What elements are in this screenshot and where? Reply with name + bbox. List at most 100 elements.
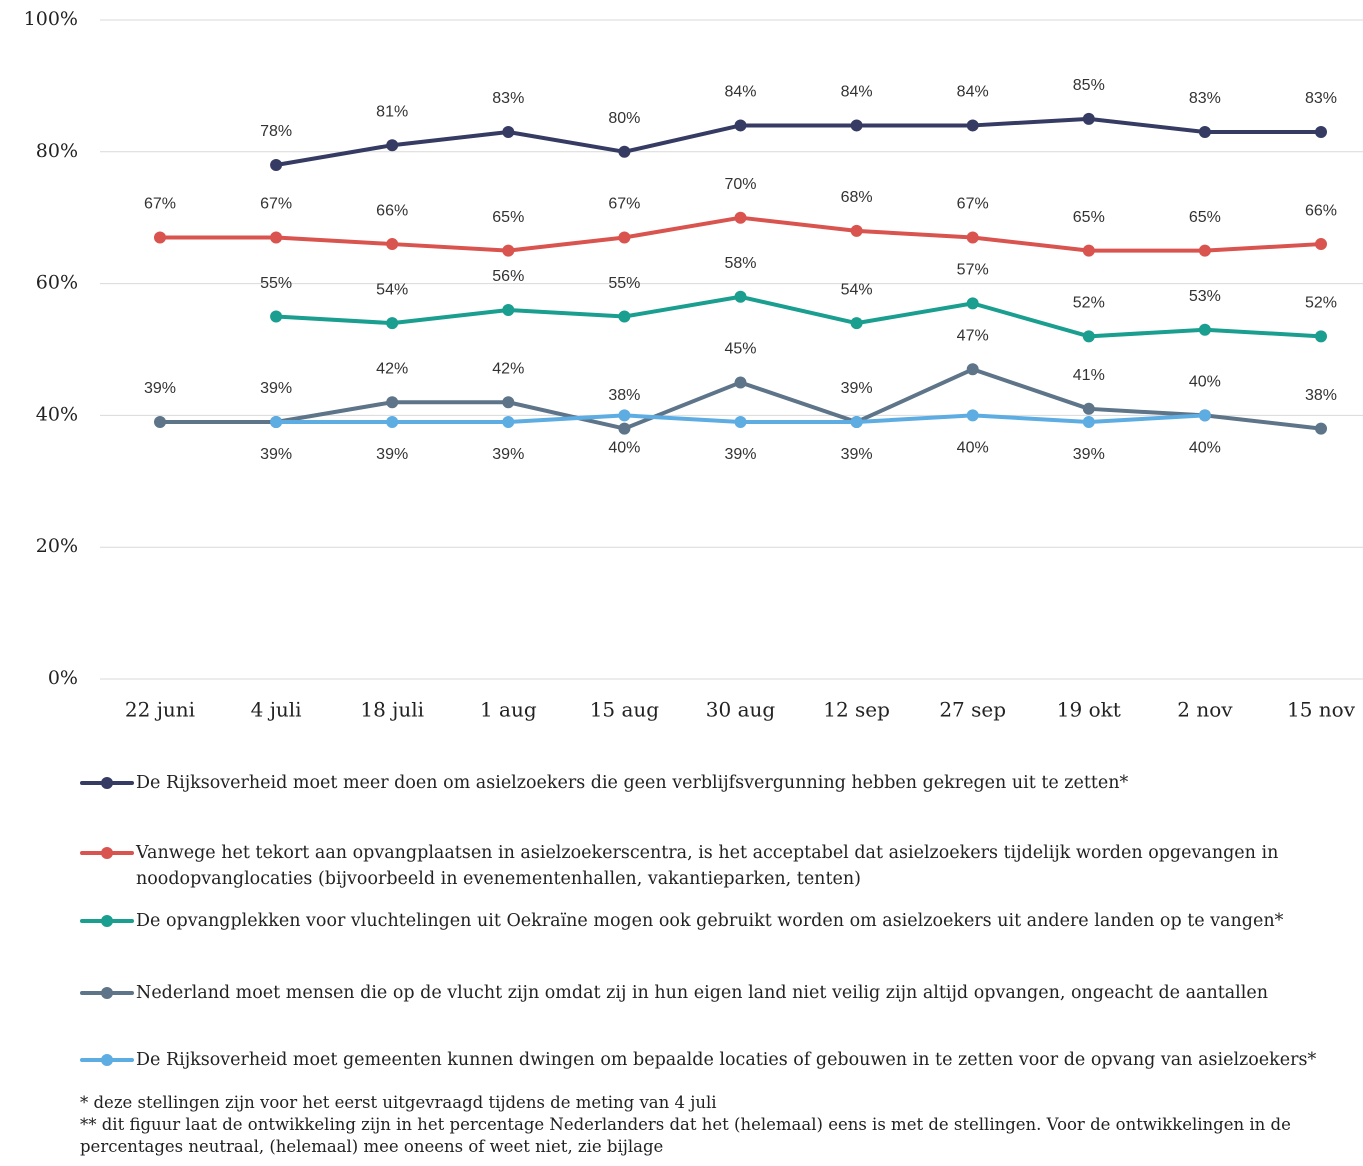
- data-label: 84%: [841, 84, 873, 101]
- data-label: 39%: [260, 380, 292, 397]
- data-label: 56%: [492, 268, 524, 285]
- data-label: 39%: [260, 446, 292, 463]
- data-point: [1315, 330, 1327, 343]
- data-point: [386, 415, 399, 428]
- data-point: [1082, 330, 1095, 343]
- data-point: [386, 139, 399, 152]
- legend-item: De Rijksoverheid moet gemeenten kunnen d…: [78, 1047, 1348, 1073]
- data-point: [1198, 323, 1211, 336]
- data-point: [270, 415, 283, 428]
- data-point: [270, 310, 283, 323]
- x-tick-label: 15 aug: [590, 698, 660, 722]
- data-label: 39%: [724, 446, 756, 463]
- legend-label: De opvangplekken voor vluchtelingen uit …: [136, 911, 1284, 931]
- legend-swatch: [78, 980, 136, 1006]
- x-tick-label: 1 aug: [480, 698, 537, 722]
- data-label: 45%: [724, 341, 756, 358]
- legend-item: De opvangplekken voor vluchtelingen uit …: [78, 908, 1348, 934]
- data-point: [386, 396, 399, 409]
- y-tick-label: 60%: [36, 272, 78, 294]
- data-point: [618, 231, 631, 244]
- footnote: * deze stellingen zijn voor het eerst ui…: [80, 1093, 717, 1112]
- data-label: 39%: [376, 446, 408, 463]
- data-point: [850, 415, 863, 428]
- data-point: [1198, 409, 1211, 422]
- data-label: 42%: [492, 360, 524, 377]
- y-tick-label: 20%: [36, 535, 78, 557]
- data-point: [1082, 112, 1095, 125]
- data-point: [1315, 238, 1327, 251]
- data-label: 39%: [492, 446, 524, 463]
- legend-label: De Rijksoverheid moet gemeenten kunnen d…: [136, 1050, 1317, 1070]
- data-point: [1082, 415, 1095, 428]
- data-point: [618, 422, 631, 435]
- data-label: 84%: [724, 84, 756, 101]
- data-point: [502, 303, 515, 316]
- data-point: [154, 231, 166, 244]
- data-label: 40%: [608, 440, 640, 457]
- legend-swatch: [78, 770, 136, 796]
- x-tick-label: 2 nov: [1177, 698, 1233, 722]
- data-label: 38%: [1305, 387, 1337, 404]
- data-label: 40%: [1189, 440, 1221, 457]
- legend-label: Nederland moet mensen die op de vlucht z…: [136, 983, 1268, 1003]
- data-point: [850, 317, 863, 330]
- data-label: 78%: [260, 123, 292, 140]
- data-label: 70%: [724, 176, 756, 193]
- data-label: 83%: [1189, 90, 1221, 107]
- y-tick-label: 100%: [24, 8, 78, 30]
- chart: 0% 20% 40% 60% 80% 100% 22 juni 4 juli 18 juli 1 …: [24, 8, 1363, 722]
- x-tick-label: 18 juli: [360, 698, 424, 722]
- data-label: 55%: [608, 275, 640, 292]
- data-label: 40%: [1189, 374, 1221, 391]
- x-tick-label: 15 nov: [1287, 698, 1356, 722]
- legend-swatch: [78, 840, 136, 866]
- data-point: [618, 409, 631, 422]
- data-point: [966, 409, 979, 422]
- data-point: [618, 310, 631, 323]
- data-point: [386, 238, 399, 251]
- data-label: 65%: [1073, 209, 1105, 226]
- x-tick-label: 12 sep: [823, 698, 890, 722]
- data-point: [502, 126, 515, 139]
- data-label: 67%: [957, 196, 989, 213]
- data-label: 40%: [957, 440, 989, 457]
- data-label: 80%: [608, 110, 640, 127]
- legend-swatch: [78, 908, 136, 934]
- data-label: 55%: [260, 275, 292, 292]
- data-label: 85%: [1073, 77, 1105, 94]
- data-point: [966, 231, 979, 244]
- data-label: 65%: [1189, 209, 1221, 226]
- data-label: 47%: [957, 327, 989, 344]
- y-tick-label: 40%: [36, 403, 78, 425]
- legend-item: De Rijksoverheid moet meer doen om asiel…: [78, 770, 1348, 796]
- data-point: [154, 415, 166, 428]
- data-point: [966, 363, 979, 376]
- data-label: 52%: [1305, 295, 1337, 312]
- data-point: [1082, 244, 1095, 257]
- data-point: [1315, 422, 1327, 435]
- data-label: 54%: [841, 281, 873, 298]
- data-point: [618, 145, 631, 158]
- legend-swatch: [78, 1047, 136, 1073]
- data-point: [502, 244, 515, 257]
- series-line: [275, 116, 1321, 167]
- data-label: 81%: [376, 103, 408, 120]
- data-label: 67%: [144, 196, 176, 213]
- data-point: [966, 297, 979, 310]
- data-label: 65%: [492, 209, 524, 226]
- series-line: [275, 294, 1322, 339]
- data-point: [270, 231, 283, 244]
- y-tick-label: 80%: [36, 140, 78, 162]
- data-label: 39%: [144, 380, 176, 397]
- x-tick-label: 30 aug: [706, 698, 776, 722]
- data-label: 39%: [841, 380, 873, 397]
- data-label: 66%: [376, 202, 408, 219]
- data-point: [1315, 126, 1327, 139]
- data-point: [734, 211, 747, 224]
- data-label: 39%: [1073, 446, 1105, 463]
- data-label: 53%: [1189, 288, 1221, 305]
- data-label: 66%: [1305, 202, 1337, 219]
- legend-label: De Rijksoverheid moet meer doen om asiel…: [136, 773, 1129, 793]
